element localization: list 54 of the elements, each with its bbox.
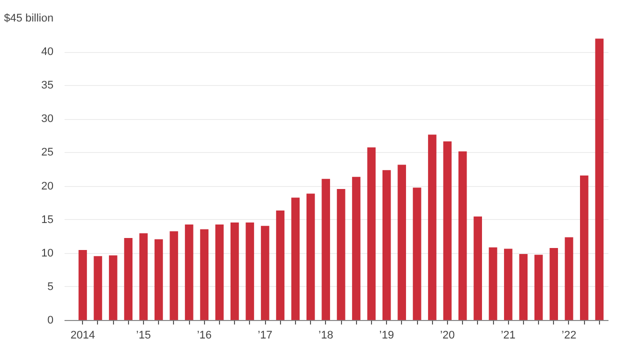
bar [443, 141, 452, 320]
y-tick-label: 35 [41, 80, 54, 92]
bar [260, 226, 270, 320]
bar [200, 229, 208, 320]
bar [398, 164, 406, 320]
x-tick-label: ’21 [500, 330, 516, 342]
bar [276, 210, 284, 320]
x-tick-label: 2014 [70, 330, 95, 342]
bar [352, 176, 360, 320]
bar [108, 255, 118, 320]
bar [154, 239, 163, 320]
bar [246, 222, 254, 320]
x-tick-label: ’20 [440, 330, 455, 342]
bar [139, 233, 148, 320]
bar [291, 198, 300, 320]
bar [184, 224, 194, 320]
x-tick-label: ’22 [562, 330, 576, 342]
bar [534, 254, 543, 320]
bar [306, 194, 315, 320]
bar [412, 188, 422, 320]
bar [336, 188, 346, 320]
x-tick-label: ’19 [379, 330, 394, 342]
bar [580, 176, 588, 320]
bar [124, 238, 132, 320]
bar [519, 254, 528, 320]
x-tick-label: ’15 [136, 330, 151, 342]
bar [170, 231, 178, 320]
y-tick-label: 25 [41, 146, 54, 159]
bar [595, 38, 604, 320]
x-tick-label: ’17 [258, 330, 272, 342]
bar [382, 170, 391, 320]
bar [322, 178, 330, 320]
bar [458, 151, 467, 320]
bar [550, 248, 558, 320]
bar [367, 147, 376, 320]
bar [504, 248, 512, 320]
x-tick-label: ’16 [196, 330, 212, 342]
bar [230, 222, 239, 320]
bar [474, 216, 482, 320]
y-tick-label: 20 [41, 180, 54, 192]
bar [428, 134, 436, 320]
y-tick-label: 10 [41, 247, 54, 260]
y-tick-label: 0 [47, 314, 54, 326]
y-tick-label: 30 [41, 113, 54, 126]
bar [78, 250, 87, 320]
y-tick-label: 40 [41, 46, 54, 58]
bar [94, 256, 102, 320]
bar [215, 224, 224, 320]
bar [564, 237, 574, 320]
y-tick-label: 15 [41, 214, 54, 226]
y-tick-label: $45 billion [4, 12, 54, 24]
bar [488, 247, 498, 320]
y-tick-label: 5 [47, 280, 54, 293]
x-tick-label: ’18 [318, 330, 334, 342]
